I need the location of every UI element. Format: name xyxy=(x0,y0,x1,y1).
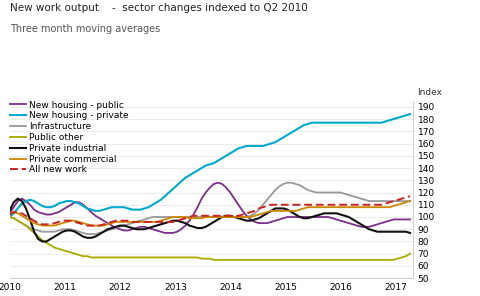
New housing - public xyxy=(211,182,217,186)
Public other xyxy=(129,256,135,259)
New housing - private xyxy=(101,208,107,211)
New housing - private xyxy=(129,208,135,211)
Infrastructure xyxy=(285,181,290,184)
Public other xyxy=(207,257,213,260)
New housing - public xyxy=(129,227,135,231)
Line: Infrastructure: Infrastructure xyxy=(10,183,410,234)
Public other xyxy=(223,258,229,262)
New housing - public xyxy=(228,191,233,194)
Infrastructure xyxy=(330,191,336,194)
Private industrial xyxy=(330,212,336,215)
Infrastructure xyxy=(84,232,90,236)
Infrastructure xyxy=(117,225,123,229)
New housing - private xyxy=(207,163,213,166)
Private commercial xyxy=(407,199,413,203)
Private commercial xyxy=(105,223,110,226)
New housing - private xyxy=(113,205,119,209)
Public other xyxy=(113,256,119,259)
New housing - private xyxy=(219,156,225,160)
New housing - public xyxy=(162,231,168,235)
Private industrial xyxy=(228,214,233,218)
Private industrial xyxy=(137,227,143,231)
New housing - private xyxy=(7,215,12,219)
New housing - private xyxy=(321,121,327,124)
Line: All new work: All new work xyxy=(10,196,410,226)
Text: Three month moving averages: Three month moving averages xyxy=(10,24,160,34)
Line: Private commercial: Private commercial xyxy=(10,201,410,226)
New housing - public xyxy=(7,212,12,215)
Public other xyxy=(7,215,12,219)
Text: Index: Index xyxy=(417,88,442,97)
Infrastructure xyxy=(407,199,413,203)
Infrastructure xyxy=(211,215,217,219)
All new work xyxy=(325,203,331,207)
New housing - public xyxy=(330,216,336,220)
Private commercial xyxy=(39,224,45,227)
Private commercial xyxy=(325,205,331,209)
Private industrial xyxy=(7,209,12,213)
Public other xyxy=(211,258,217,262)
Public other xyxy=(101,256,107,259)
All new work xyxy=(84,224,90,227)
All new work xyxy=(105,221,110,225)
Private industrial xyxy=(215,218,221,221)
All new work xyxy=(133,220,139,224)
New housing - public xyxy=(407,218,413,221)
Line: Public other: Public other xyxy=(10,217,410,260)
Line: New housing - private: New housing - private xyxy=(10,114,410,217)
Infrastructure xyxy=(7,215,12,219)
Public other xyxy=(325,258,331,262)
Private industrial xyxy=(121,224,127,227)
Private commercial xyxy=(7,212,12,215)
New housing - public xyxy=(215,181,221,184)
Private industrial xyxy=(407,231,413,235)
Text: New work output    -  sector changes indexed to Q2 2010: New work output - sector changes indexed… xyxy=(10,3,307,13)
Infrastructure xyxy=(105,229,110,232)
New housing - public xyxy=(101,219,107,223)
Private industrial xyxy=(15,197,21,200)
Public other xyxy=(407,252,413,255)
Line: Private industrial: Private industrial xyxy=(10,199,410,242)
Private industrial xyxy=(39,240,45,243)
All new work xyxy=(117,219,123,223)
Private commercial xyxy=(211,215,217,219)
Line: New housing - public: New housing - public xyxy=(10,183,410,233)
All new work xyxy=(7,213,12,216)
All new work xyxy=(223,214,229,218)
All new work xyxy=(211,214,217,218)
Infrastructure xyxy=(223,215,229,219)
Private industrial xyxy=(109,226,115,230)
Private commercial xyxy=(117,220,123,224)
Infrastructure xyxy=(133,220,139,224)
Private commercial xyxy=(133,220,139,224)
New housing - private xyxy=(407,112,413,116)
Private commercial xyxy=(223,215,229,219)
New housing - public xyxy=(113,226,119,230)
All new work xyxy=(407,194,413,198)
Legend: New housing - public, New housing - private, Infrastructure, Public other, Priva: New housing - public, New housing - priv… xyxy=(10,101,129,174)
